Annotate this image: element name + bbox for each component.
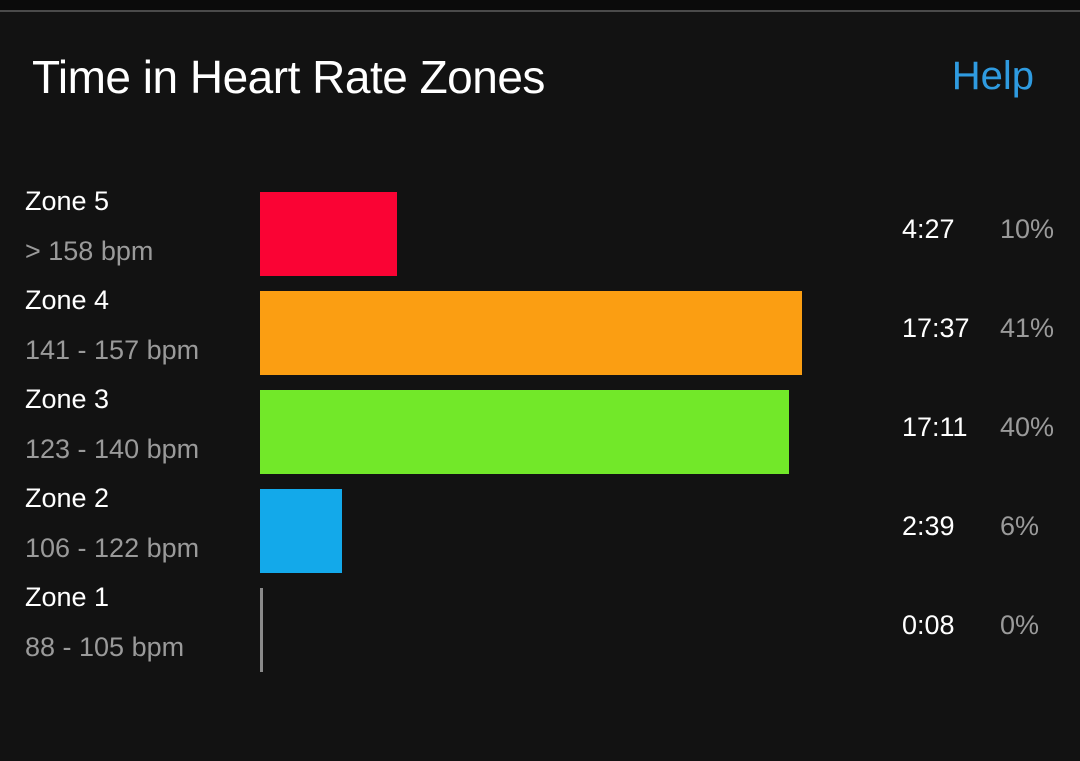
zone-5-percent: 10% [1000, 214, 1055, 244]
zone-3-bar-track [260, 390, 820, 474]
zone-4-time: 17:37 [902, 313, 970, 343]
zone-1-time: 0:08 [902, 610, 955, 640]
zone-2-row: Zone 2 106 - 122 bpm 2:39 6% [0, 477, 1080, 576]
zone-3-percent: 40% [1000, 412, 1055, 442]
zone-5-bar-track [260, 192, 820, 276]
zone-4-percent: 41% [1000, 313, 1055, 343]
zone-5-label: Zone 5 [25, 186, 110, 216]
top-border [0, 0, 1080, 12]
zone-5-bar [260, 192, 397, 276]
zone-3-time: 17:11 [902, 412, 968, 442]
zone-3-row: Zone 3 123 - 140 bpm 17:11 40% [0, 378, 1080, 477]
zone-3-label: Zone 3 [25, 384, 110, 414]
zone-4-bar [260, 291, 802, 375]
zone-2-bar [260, 489, 342, 573]
zone-2-range: 106 - 122 bpm [25, 533, 200, 563]
zone-4-bar-track [260, 291, 820, 375]
zone-5-row: Zone 5 > 158 bpm 4:27 10% [0, 180, 1080, 279]
zone-2-time: 2:39 [902, 511, 955, 541]
zone-1-bar-track [260, 588, 820, 672]
zone-5-range: > 158 bpm [25, 236, 154, 266]
zone-1-row: Zone 1 88 - 105 bpm 0:08 0% [0, 576, 1080, 675]
zone-1-range: 88 - 105 bpm [25, 632, 185, 662]
zone-4-label: Zone 4 [25, 285, 110, 315]
zone-4-row: Zone 4 141 - 157 bpm 17:37 41% [0, 279, 1080, 378]
zone-1-label: Zone 1 [25, 582, 110, 612]
zone-5-time: 4:27 [902, 214, 955, 244]
zone-2-bar-track [260, 489, 820, 573]
page-title: Time in Heart Rate Zones [32, 51, 545, 103]
zone-4-range: 141 - 157 bpm [25, 335, 200, 365]
zone-1-percent: 0% [1000, 610, 1040, 640]
zone-3-bar [260, 390, 789, 474]
zone-2-percent: 6% [1000, 511, 1040, 541]
zone-2-label: Zone 2 [25, 483, 110, 513]
zone-1-bar [260, 588, 263, 672]
zone-3-range: 123 - 140 bpm [25, 434, 200, 464]
help-link[interactable]: Help [951, 54, 1034, 98]
